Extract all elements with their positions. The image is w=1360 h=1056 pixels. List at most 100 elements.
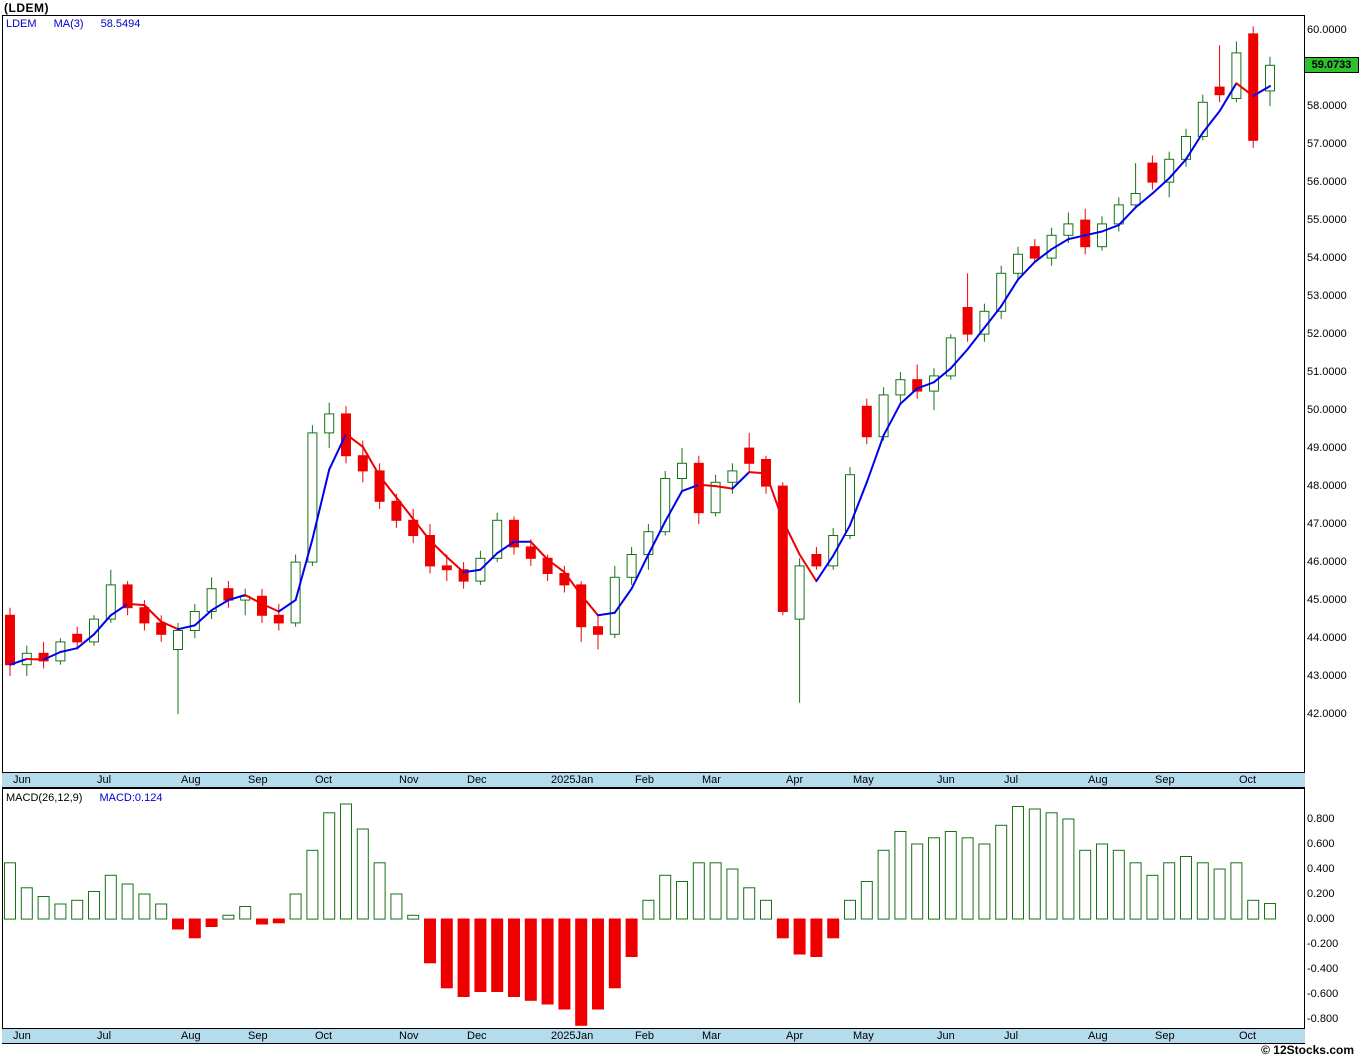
candle-body	[660, 478, 671, 533]
price-tick-label: 55.0000	[1307, 213, 1347, 226]
month-label: Aug	[181, 774, 201, 786]
ma3-segment	[832, 524, 851, 557]
candle-body	[727, 470, 738, 483]
ma3-segment	[647, 520, 667, 556]
macd-chart-canvas	[2, 788, 1305, 1029]
macd-bar-negative	[474, 918, 487, 992]
macd-bar-positive	[54, 903, 67, 920]
macd-tick-label: 0.600	[1307, 837, 1335, 850]
candle-body	[1197, 101, 1208, 138]
month-label: Jun	[13, 1030, 31, 1042]
macd-bar-positive	[1264, 903, 1276, 920]
macd-bar-positive	[1079, 849, 1092, 920]
macd-tick-label: -0.200	[1307, 937, 1339, 950]
macd-tick-label: 0.000	[1307, 912, 1335, 925]
macd-bar-negative	[457, 918, 470, 997]
month-label: Aug	[1088, 1030, 1108, 1042]
ma3-segment	[345, 433, 364, 448]
macd-bar-positive	[1096, 843, 1108, 920]
candle-body	[374, 470, 385, 502]
macd-bar-negative	[810, 918, 823, 957]
macd-bar-positive	[37, 896, 50, 920]
ma3-segment	[429, 539, 448, 558]
ma3-segment	[613, 587, 633, 614]
candle-body	[861, 405, 872, 438]
ma3-segment	[1168, 158, 1187, 180]
candle-body	[794, 565, 805, 620]
macd-bar-positive	[676, 881, 688, 920]
ma3-segment	[59, 647, 79, 653]
macd-bar-negative	[793, 918, 806, 955]
macd-indicator-label: MACD(26,12,9)	[6, 792, 83, 804]
price-tick-label: 49.0000	[1307, 441, 1347, 454]
candle-body	[173, 630, 183, 650]
macd-bar-positive	[743, 887, 756, 920]
month-label: May	[853, 774, 874, 786]
price-tick-label: 56.0000	[1307, 175, 1347, 188]
ma3-segment	[42, 651, 62, 661]
ma3-segment	[479, 552, 499, 571]
ma3-segment	[160, 620, 179, 631]
month-label: Jul	[97, 774, 112, 786]
macd-bar-positive	[340, 803, 352, 920]
macd-bar-positive	[1230, 862, 1243, 920]
macd-histogram	[4, 803, 1276, 1026]
candle-body	[777, 485, 788, 613]
macd-bar-positive	[323, 812, 336, 920]
ma3-segment	[1117, 206, 1137, 227]
month-label: May	[853, 1030, 874, 1042]
macd-bar-positive	[1146, 874, 1159, 920]
macd-bar-negative	[256, 918, 268, 925]
ma3-segment	[529, 540, 549, 561]
macd-bar-positive	[4, 862, 16, 920]
candle-body	[1130, 193, 1141, 206]
price-tick-label: 45.0000	[1307, 593, 1347, 606]
ma3-segment	[311, 468, 331, 541]
macd-bar-negative	[592, 918, 604, 1010]
legend-ma-value: 58.5494	[100, 18, 141, 30]
candle-body	[626, 554, 637, 578]
price-tick-label: 58.0000	[1307, 99, 1347, 112]
candle-body	[492, 519, 503, 559]
macd-bar-negative	[188, 918, 201, 939]
ma3-segment	[445, 556, 465, 574]
macd-bar-positive	[642, 899, 655, 920]
month-label: Sep	[1155, 1030, 1175, 1042]
price-tick-label: 47.0000	[1307, 517, 1347, 530]
candle-body	[441, 565, 452, 571]
month-label: Aug	[1088, 774, 1108, 786]
watermark: © 12Stocks.com	[1261, 1043, 1354, 1056]
candle-body	[1097, 223, 1107, 248]
price-tick-label: 48.0000	[1307, 479, 1347, 492]
month-label: Apr	[786, 1030, 804, 1042]
macd-bar-positive	[692, 862, 705, 920]
macd-bar-negative	[827, 918, 840, 939]
month-label: Nov	[399, 774, 419, 786]
macd-bar-positive	[239, 906, 252, 920]
macd-bar-negative	[608, 918, 621, 989]
macd-bar-positive	[1062, 818, 1075, 920]
ma3-segment	[1050, 238, 1070, 251]
candle-body	[122, 584, 133, 609]
ma3-segment	[714, 485, 734, 490]
candle-body	[5, 614, 15, 666]
candle-body	[357, 455, 368, 472]
month-label: Sep	[1155, 774, 1175, 786]
macd-bar-positive	[356, 828, 369, 920]
page-title: (LDEM)	[4, 1, 49, 15]
ma3-segment	[412, 518, 431, 542]
month-label: Apr	[786, 774, 804, 786]
ma3-segment	[563, 571, 583, 596]
price-tick-label: 46.0000	[1307, 555, 1347, 568]
ma3-segment	[949, 348, 969, 370]
ma3-segment	[244, 594, 263, 605]
ma3-segment	[1084, 230, 1103, 237]
macd-bar-positive	[877, 849, 890, 920]
macd-bar-positive	[373, 862, 386, 920]
macd-bar-positive	[726, 868, 739, 920]
ma3-segment	[109, 602, 129, 617]
ma3-segment	[1235, 82, 1255, 97]
ma3-segment	[328, 433, 347, 471]
macd-bar-negative	[491, 918, 504, 992]
